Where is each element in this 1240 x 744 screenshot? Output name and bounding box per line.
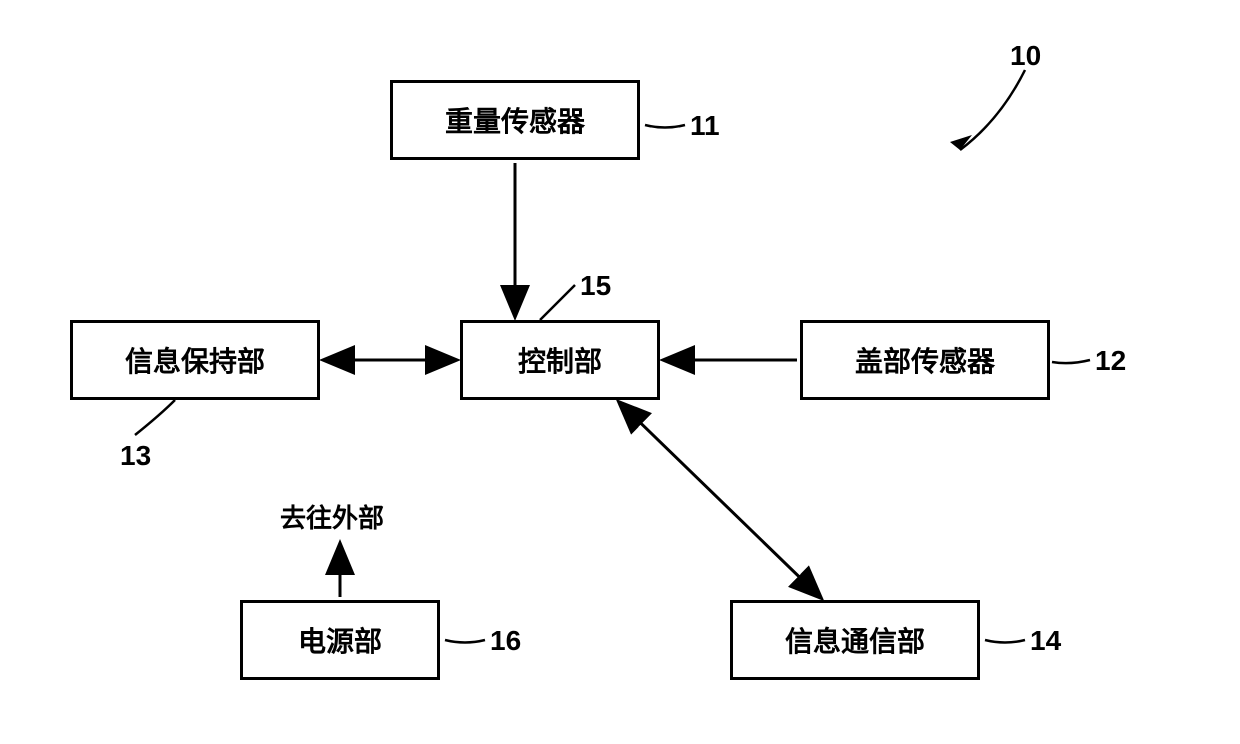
ref-curve-12 <box>1052 360 1090 363</box>
ref-curve-14 <box>985 640 1025 643</box>
ref-curve-13 <box>135 400 175 435</box>
control-label: 控制部 <box>518 340 602 380</box>
cover-sensor-box: 盖部传感器 <box>800 320 1050 400</box>
ref-15: 15 <box>580 270 611 302</box>
edge-infocomm-control <box>620 403 820 597</box>
system-ref-label: 10 <box>1010 40 1041 72</box>
info-hold-label: 信息保持部 <box>125 340 265 380</box>
ref-16: 16 <box>490 625 521 657</box>
ref-14: 14 <box>1030 625 1061 657</box>
ref-curve-11 <box>645 125 685 128</box>
cover-sensor-label: 盖部传感器 <box>855 340 995 380</box>
info-hold-box: 信息保持部 <box>70 320 320 400</box>
ref-12: 12 <box>1095 345 1126 377</box>
info-comm-box: 信息通信部 <box>730 600 980 680</box>
control-box: 控制部 <box>460 320 660 400</box>
ref-curve-10 <box>960 70 1025 150</box>
power-label: 电源部 <box>298 620 382 660</box>
to-external-label: 去往外部 <box>280 498 384 535</box>
power-box: 电源部 <box>240 600 440 680</box>
ref-11: 11 <box>690 110 720 142</box>
ref-10-arrowhead <box>950 135 972 150</box>
ref-13: 13 <box>120 440 151 472</box>
info-comm-label: 信息通信部 <box>785 620 925 660</box>
weight-sensor-label: 重量传感器 <box>445 100 585 140</box>
ref-curve-15 <box>540 285 575 320</box>
weight-sensor-box: 重量传感器 <box>390 80 640 160</box>
ref-curve-16 <box>445 640 485 643</box>
